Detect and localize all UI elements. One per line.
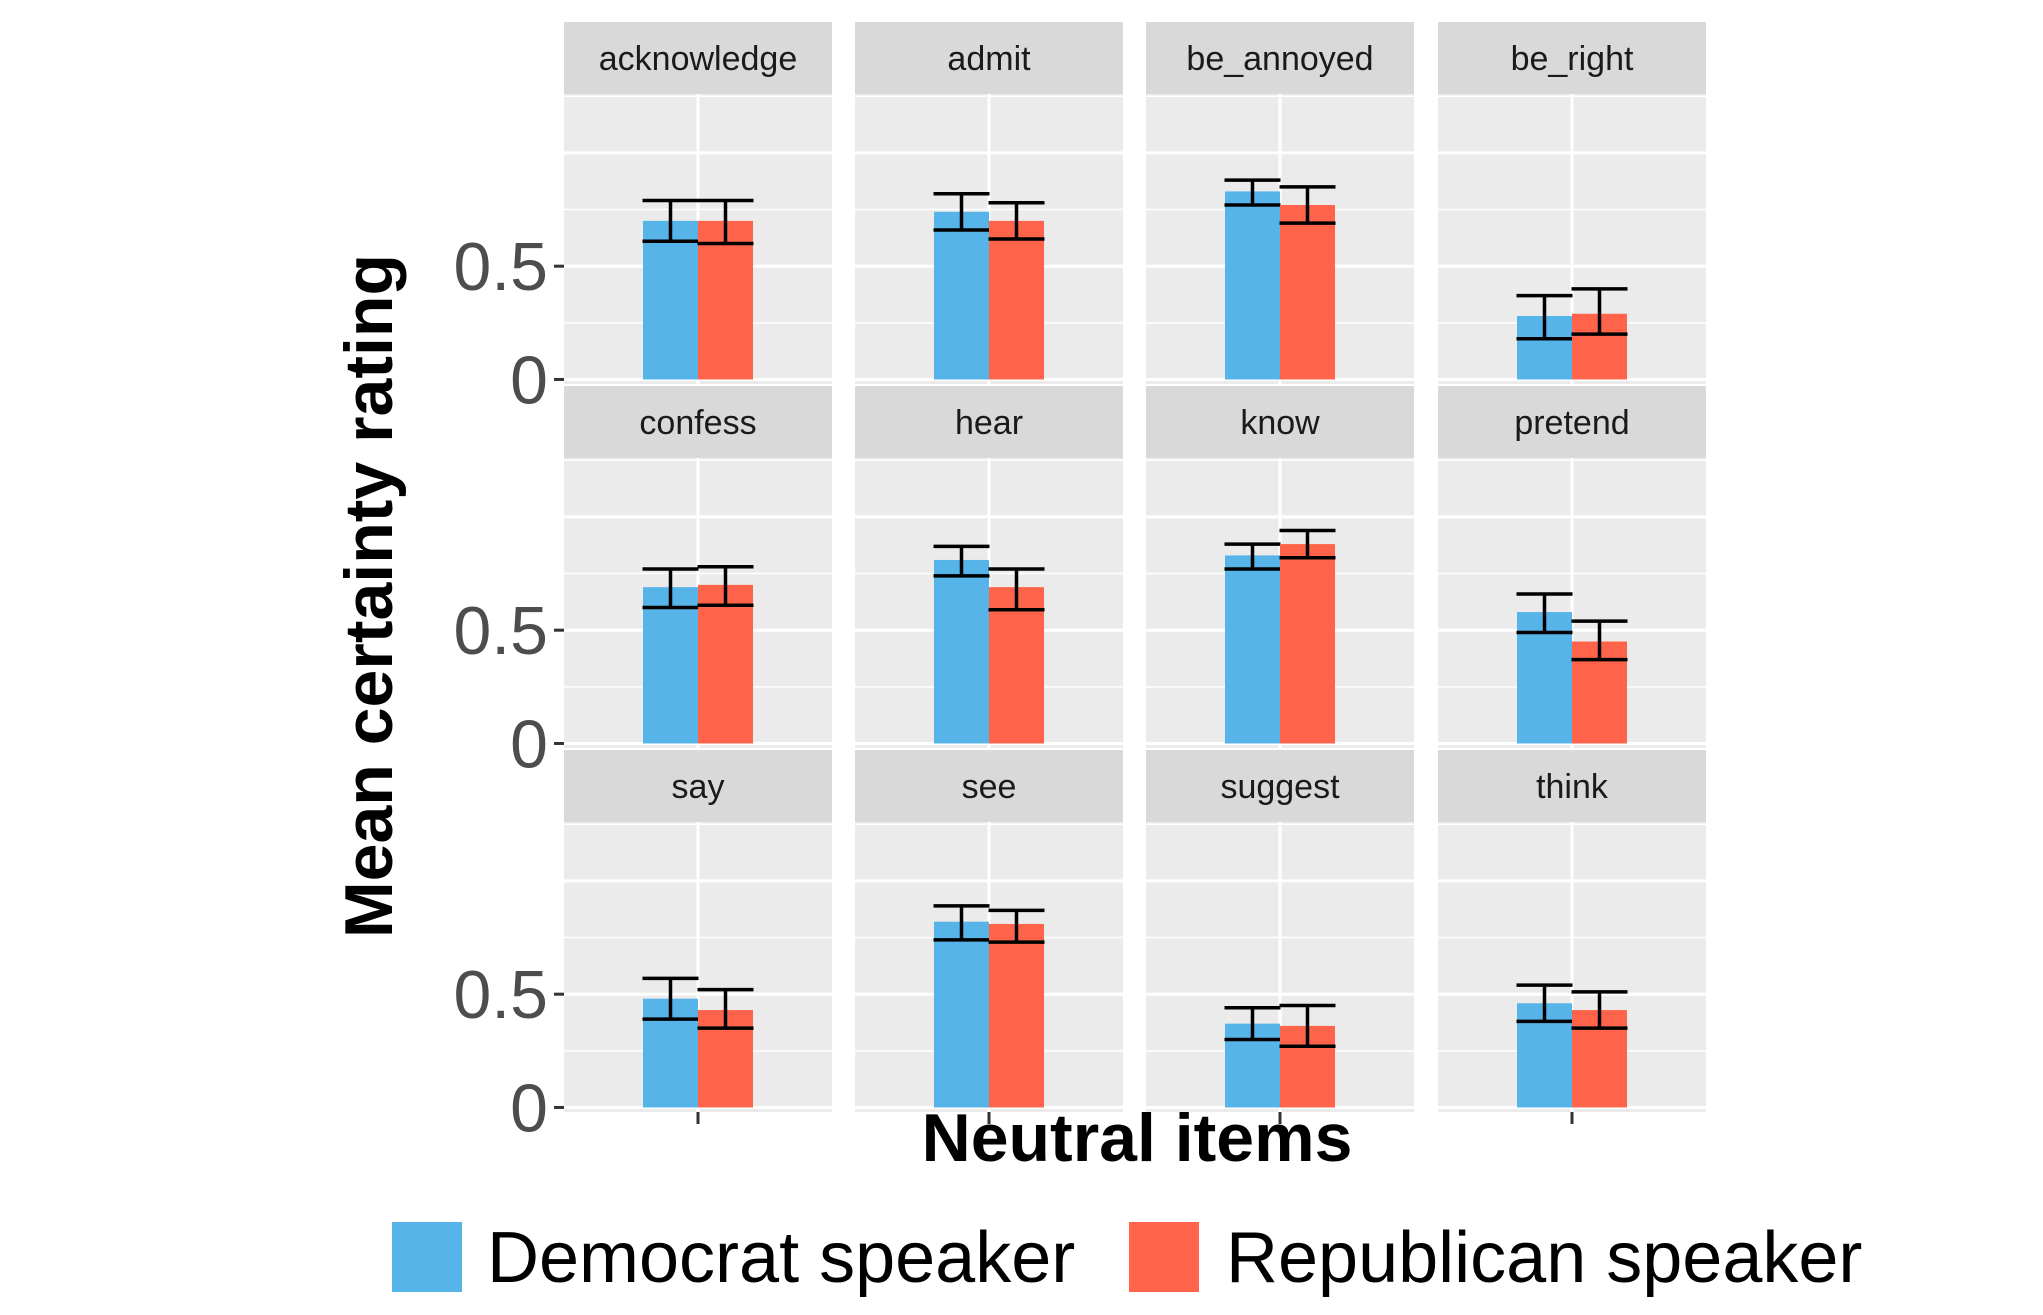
x-axis-title: Neutral items [922, 1100, 1353, 1176]
error-bar-say-republican [697, 987, 754, 1030]
bar-acknowledge-republican [698, 220, 753, 380]
error-bar-confess-democrat [642, 567, 699, 610]
y-tick-label: 0.5 [453, 229, 548, 305]
legend-swatch [1129, 1222, 1199, 1292]
y-axes: 0 0.5 0 0.5 0 0.5 [453, 229, 564, 1146]
x-axis-ticks [696, 1112, 1574, 1124]
facet-strip [564, 386, 832, 458]
y-tick-label: 0 [510, 706, 548, 782]
facet-panel-say: say [564, 750, 832, 1112]
facet-panel-confess: confess [564, 386, 832, 748]
legend-swatch [392, 1222, 462, 1292]
facet-strip-label: say [672, 768, 725, 806]
error-bar-see-democrat [933, 904, 990, 942]
facet-strip-label: see [962, 768, 1017, 806]
facet-strip-label: confess [639, 404, 756, 442]
facet-strip-label: think [1536, 768, 1609, 806]
facet-panel-admit: admit [855, 22, 1123, 384]
facet-strip [1438, 750, 1706, 822]
facet-strip-label: acknowledge [599, 40, 797, 78]
facet-strip [1146, 386, 1414, 458]
bar-be_annoyed-republican [1280, 205, 1335, 380]
bar-confess-democrat [643, 587, 698, 744]
error-bar-hear-democrat [933, 544, 990, 578]
facet-strip [564, 22, 832, 94]
error-bar-acknowledge-democrat [642, 198, 699, 244]
facet-panel-know: know [1146, 386, 1414, 748]
bar-know-republican [1280, 544, 1335, 744]
y-axis-title: Mean certainty rating [331, 254, 407, 938]
facet-panel-be_annoyed: be_annoyed [1146, 22, 1414, 384]
facet-strip [855, 750, 1123, 822]
error-bar-pretend-democrat [1516, 592, 1573, 635]
error-bar-acknowledge-republican [697, 198, 754, 246]
bar-see-republican [989, 923, 1044, 1108]
facet-strip [564, 750, 832, 822]
bar-hear-democrat [934, 559, 989, 744]
error-bar-know-republican [1279, 528, 1336, 560]
error-bar-know-democrat [1224, 542, 1281, 571]
bar-confess-republican [698, 584, 753, 744]
bar-admit-republican [989, 220, 1044, 380]
legend: Democrat speaker Republican speaker [392, 1218, 1862, 1298]
bar-be_annoyed-democrat [1225, 191, 1280, 380]
facet-strip-label: know [1240, 404, 1320, 442]
facet-strip [855, 22, 1123, 94]
facet-panel-acknowledge: acknowledge [564, 22, 832, 384]
error-bar-see-republican [988, 908, 1045, 944]
error-bar-be_annoyed-democrat [1224, 178, 1281, 207]
bar-admit-democrat [934, 211, 989, 380]
facet-strip-label: hear [955, 404, 1023, 442]
bar-see-democrat [934, 921, 989, 1108]
y-tick-label: 0 [510, 1070, 548, 1146]
error-bar-admit-republican [988, 201, 1045, 241]
legend-item-democrat: Democrat speaker [392, 1218, 1075, 1298]
facet-panel-be_right: be_right [1438, 22, 1706, 384]
facet-strip [1438, 386, 1706, 458]
error-bar-suggest-democrat [1224, 1006, 1281, 1042]
y-tick-label: 0 [510, 342, 548, 418]
facet-strip [1438, 22, 1706, 94]
y-tick-label: 0.5 [453, 593, 548, 669]
facet-strip [855, 386, 1123, 458]
error-bar-pretend-republican [1571, 619, 1628, 662]
error-bar-be_right-republican [1571, 287, 1628, 336]
error-bar-admit-democrat [933, 191, 990, 232]
facet-strip [1146, 750, 1414, 822]
error-bar-confess-republican [697, 565, 754, 608]
error-bar-hear-republican [988, 567, 1045, 612]
facet-panels: acknowledge admit be_annoyed be_rightconfes… [564, 22, 1706, 1112]
bar-acknowledge-democrat [643, 220, 698, 380]
bar-know-democrat [1225, 555, 1280, 744]
error-bar-be_right-democrat [1516, 293, 1573, 341]
error-bar-suggest-republican [1279, 1003, 1336, 1049]
error-bar-be_annoyed-republican [1279, 185, 1336, 225]
legend-item-republican: Republican speaker [1129, 1218, 1862, 1298]
error-bar-say-democrat [642, 976, 699, 1021]
facet-panel-hear: hear [855, 386, 1123, 748]
legend-label: Democrat speaker [487, 1218, 1075, 1298]
error-bar-think-democrat [1516, 983, 1573, 1024]
facet-panel-think: think [1438, 750, 1706, 1112]
facet-strip [1146, 22, 1414, 94]
facet-strip-label: be_annoyed [1186, 40, 1373, 78]
legend-label: Republican speaker [1226, 1218, 1862, 1298]
facet-panel-suggest: suggest [1146, 750, 1414, 1112]
facet-strip-label: admit [947, 40, 1031, 78]
facet-panel-see: see [855, 750, 1123, 1112]
facet-strip-label: be_right [1511, 40, 1634, 78]
y-tick-label: 0.5 [453, 957, 548, 1033]
bar-hear-republican [989, 587, 1044, 744]
facet-panel-pretend: pretend [1438, 386, 1706, 748]
error-bar-think-republican [1571, 990, 1628, 1030]
facet-strip-label: suggest [1220, 768, 1340, 806]
facet-strip-label: pretend [1514, 404, 1629, 442]
